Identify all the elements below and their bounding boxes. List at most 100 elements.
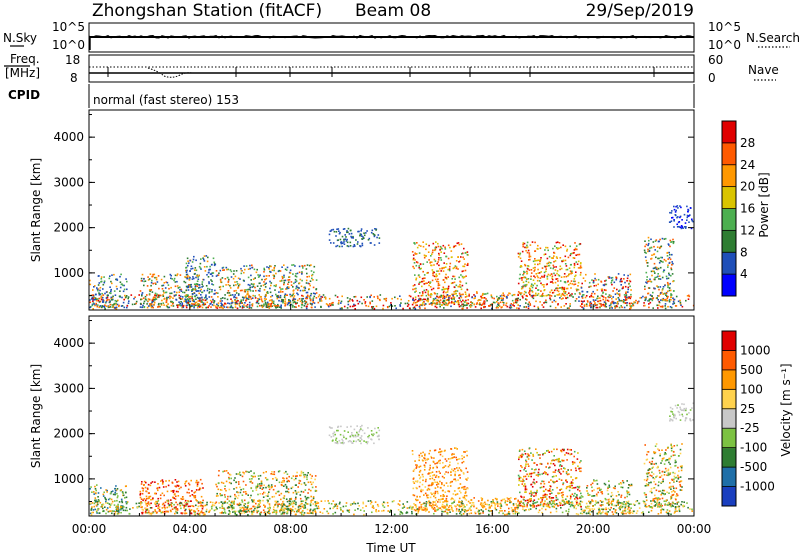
echo-cell: [281, 277, 284, 280]
echo-cell: [197, 300, 200, 302]
echo-cell: [301, 265, 303, 267]
echo-cell: [272, 473, 274, 475]
echo-cell: [439, 480, 441, 483]
echo-cell: [666, 281, 669, 284]
echo-cell: [242, 480, 245, 483]
echo-cell: [433, 275, 436, 278]
echo-cell: [516, 504, 518, 507]
echo-cell: [234, 306, 237, 308]
echo-cell: [276, 478, 278, 480]
echo-cell: [206, 297, 208, 300]
echo-cell: [493, 297, 495, 300]
echo-cell: [501, 510, 503, 512]
echo-cell: [546, 473, 549, 476]
echo-cell: [107, 510, 110, 513]
echo-cell: [292, 292, 295, 295]
echo-cell: [374, 234, 376, 236]
echo-cell: [557, 284, 559, 287]
echo-cell: [174, 479, 177, 481]
echo-cell: [234, 477, 236, 479]
echo-cell: [239, 474, 242, 476]
echo-cell: [513, 305, 515, 307]
echo-cell: [457, 242, 460, 244]
echo-cell: [542, 306, 545, 308]
echo-cell: [294, 281, 297, 283]
echo-cell: [177, 304, 180, 307]
echo-cell: [158, 509, 161, 511]
echo-cell: [265, 306, 268, 308]
nsearch-tick-bottom: 10^0: [708, 38, 741, 52]
echo-cell: [458, 501, 460, 504]
echo-cell: [431, 482, 433, 485]
echo-cell: [155, 278, 158, 281]
echo-cell: [252, 285, 255, 288]
echo-cell: [354, 295, 357, 298]
echo-cell: [103, 280, 106, 282]
echo-cell: [437, 282, 440, 285]
echo-cell: [360, 438, 363, 441]
echo-cell: [295, 286, 298, 288]
echo-cell: [517, 297, 519, 300]
echo-cell: [520, 260, 523, 262]
echo-cell: [498, 503, 500, 505]
echo-cell: [684, 222, 687, 224]
echo-cell: [232, 277, 235, 280]
echo-cell: [231, 300, 233, 302]
echo-cell: [572, 495, 575, 497]
echo-cell: [176, 274, 178, 277]
echo-cell: [270, 299, 273, 301]
echo-cell: [250, 298, 253, 300]
echo-cell: [490, 294, 493, 296]
echo-cell: [170, 286, 172, 289]
echo-cell: [670, 296, 672, 298]
echo-cell: [566, 481, 568, 483]
echo-cell: [192, 298, 195, 301]
echo-cell: [150, 507, 153, 509]
echo-cell: [184, 485, 187, 487]
echo-cell: [673, 298, 676, 301]
echo-cell: [252, 490, 254, 492]
echo-cell: [110, 296, 113, 299]
echo-cell: [209, 303, 211, 305]
colorbar-tick-label: 8: [740, 245, 748, 259]
echo-cell: [100, 295, 103, 298]
echo-cell: [304, 287, 307, 289]
echo-cell: [692, 220, 694, 223]
echo-cell: [559, 268, 561, 271]
echo-cell: [547, 449, 549, 452]
echo-cell: [268, 307, 271, 309]
echo-cell: [170, 296, 172, 298]
echo-cell: [534, 263, 536, 266]
echo-cell: [268, 305, 271, 308]
echo-cell: [351, 432, 353, 434]
echo-cell: [115, 506, 117, 509]
echo-cell: [677, 300, 680, 303]
echo-cell: [279, 510, 281, 513]
echo-cell: [342, 228, 345, 230]
echo-cell: [146, 306, 149, 309]
echo-cell: [535, 287, 537, 289]
echo-cell: [272, 274, 275, 276]
echo-cell: [605, 279, 607, 282]
echo-cell: [419, 476, 422, 478]
echo-cell: [139, 490, 142, 493]
echo-cell: [607, 300, 610, 302]
echo-cell: [661, 306, 664, 309]
echo-cell: [293, 295, 296, 297]
echo-cell: [528, 254, 531, 256]
echo-cell: [596, 289, 599, 291]
echo-cell: [629, 273, 632, 276]
echo-cell: [432, 298, 435, 300]
echo-cell: [216, 508, 218, 510]
echo-cell: [428, 284, 430, 287]
echo-cell: [254, 286, 256, 289]
echo-cell: [98, 306, 100, 309]
echo-cell: [432, 503, 434, 506]
echo-cell: [312, 299, 314, 301]
echo-cell: [683, 213, 686, 216]
echo-cell: [456, 467, 458, 469]
echo-cell: [414, 460, 416, 462]
echo-cell: [669, 221, 672, 223]
echo-cell: [108, 277, 111, 280]
echo-cell: [236, 491, 238, 493]
